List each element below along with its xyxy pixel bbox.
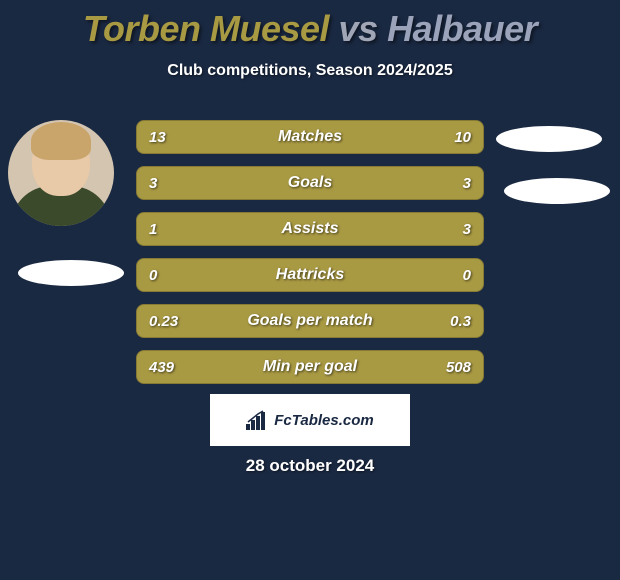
stat-left-value: 13 [149, 129, 189, 146]
stat-row-goals-per-match: 0.23 Goals per match 0.3 [136, 304, 484, 338]
stat-label: Assists [282, 220, 339, 238]
vs-text: vs [329, 8, 387, 49]
stat-label: Hattricks [276, 266, 344, 284]
stat-right-value: 508 [431, 359, 471, 376]
player1-club-badge [18, 260, 124, 286]
player2-name: Halbauer [387, 8, 537, 49]
stat-row-assists: 1 Assists 3 [136, 212, 484, 246]
stat-left-value: 0.23 [149, 313, 189, 330]
stat-row-matches: 13 Matches 10 [136, 120, 484, 154]
footer-text: FcTables.com [274, 412, 373, 429]
stat-label: Goals [288, 174, 332, 192]
stat-right-value: 3 [431, 175, 471, 192]
footer-branding: FcTables.com [210, 394, 410, 446]
player2-club-badge-2 [504, 178, 610, 204]
stat-left-value: 3 [149, 175, 189, 192]
stat-row-hattricks: 0 Hattricks 0 [136, 258, 484, 292]
stat-left-value: 0 [149, 267, 189, 284]
stat-right-value: 0 [431, 267, 471, 284]
player1-avatar [8, 120, 114, 226]
stat-row-goals: 3 Goals 3 [136, 166, 484, 200]
player2-club-badge-1 [496, 126, 602, 152]
stat-row-min-per-goal: 439 Min per goal 508 [136, 350, 484, 384]
stat-left-value: 439 [149, 359, 189, 376]
subtitle: Club competitions, Season 2024/2025 [0, 62, 620, 80]
stat-left-value: 1 [149, 221, 189, 238]
stat-label: Goals per match [247, 312, 372, 330]
stat-right-value: 0.3 [431, 313, 471, 330]
stat-label: Matches [278, 128, 342, 146]
comparison-title: Torben Muesel vs Halbauer [0, 0, 620, 50]
stat-label: Min per goal [263, 358, 357, 376]
fctables-icon [246, 410, 270, 430]
player1-name: Torben Muesel [83, 8, 329, 49]
stat-right-value: 10 [431, 129, 471, 146]
stat-right-value: 3 [431, 221, 471, 238]
stats-table: 13 Matches 10 3 Goals 3 1 Assists 3 0 Ha… [136, 120, 484, 396]
date-text: 28 october 2024 [246, 456, 375, 476]
